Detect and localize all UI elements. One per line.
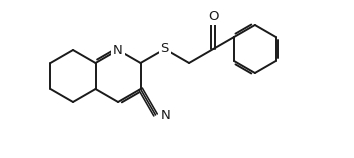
Text: N: N	[113, 43, 123, 57]
Text: S: S	[161, 43, 169, 55]
Text: O: O	[208, 10, 218, 24]
Text: N: N	[161, 109, 170, 122]
